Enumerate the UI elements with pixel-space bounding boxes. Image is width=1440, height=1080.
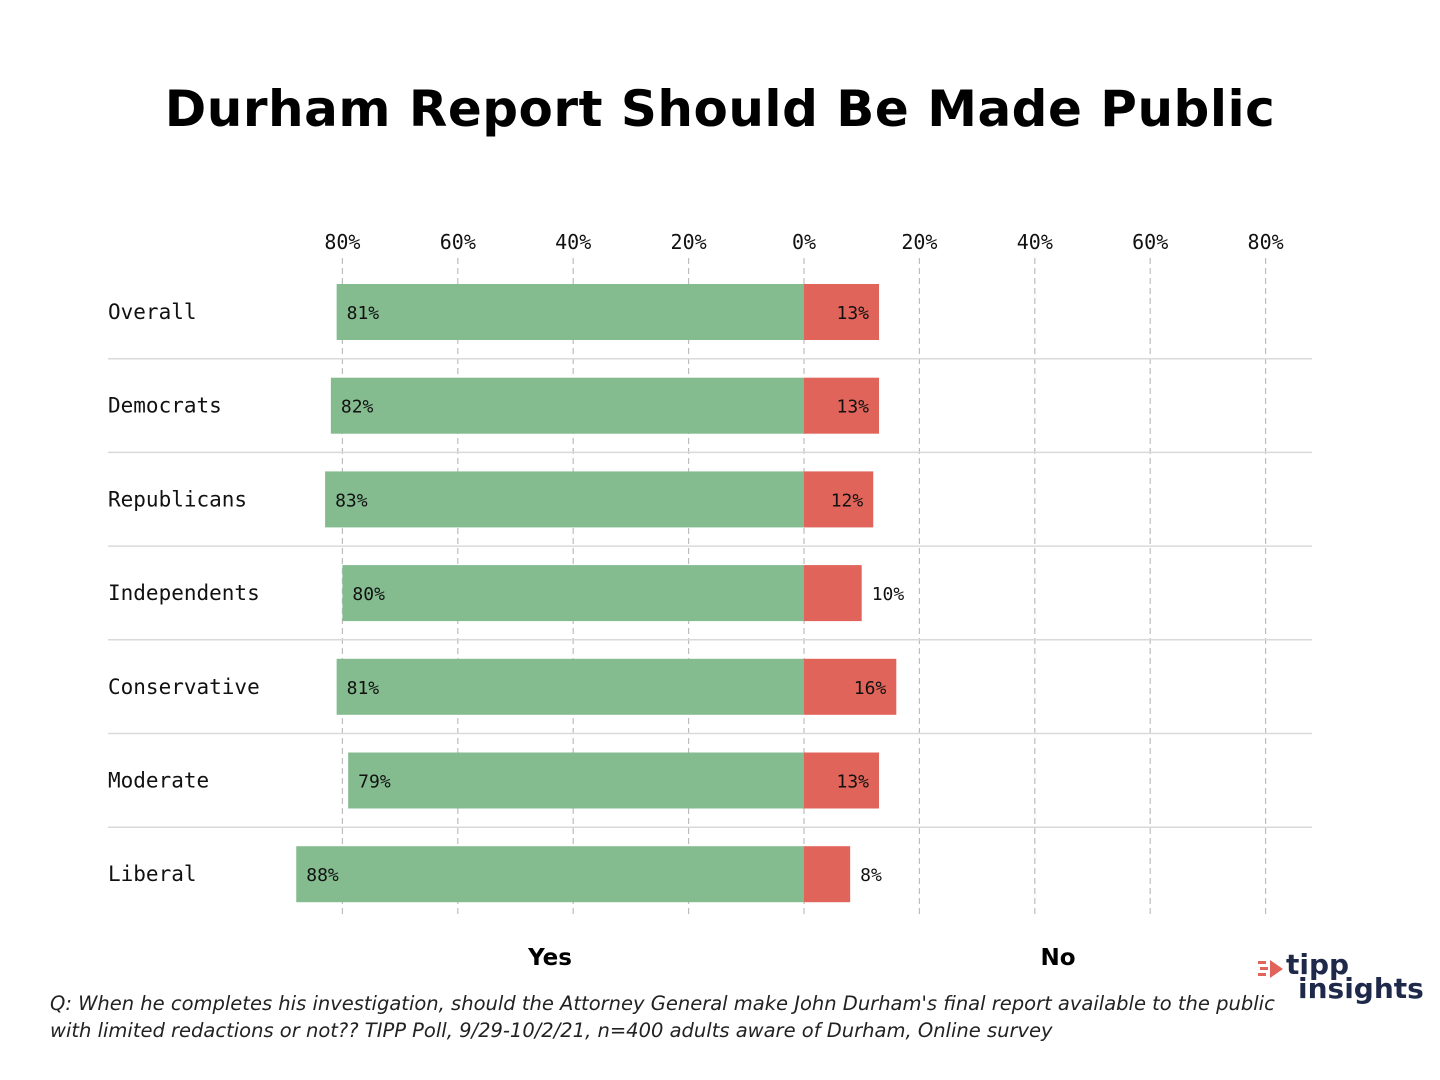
tick-label-5: 20% [901,230,937,254]
yes-value-label-5: 79% [358,772,391,793]
no-value-label-5: 13% [836,772,869,793]
category-label-3: Independents [108,581,260,605]
yes-value-label-1: 82% [341,397,374,418]
tick-label-7: 60% [1132,230,1168,254]
yes-bar-3 [342,565,804,622]
no-bar-2 [804,471,874,528]
tick-label-2: 40% [555,230,591,254]
yes-axis-label: Yes [527,945,572,971]
no-value-label-1: 13% [836,397,869,418]
no-bar-5 [804,752,880,809]
no-value-label-3: 10% [872,584,905,605]
yes-bar-6 [296,846,804,903]
no-value-label-0: 13% [836,303,869,324]
tick-label-6: 40% [1017,230,1053,254]
category-label-6: Liberal [108,862,197,886]
tick-label-3: 20% [671,230,707,254]
category-label-2: Republicans [108,487,247,511]
yes-value-label-6: 88% [306,865,339,886]
footnote-line-2: with limited redactions or not?? TIPP Po… [50,1019,1053,1042]
tick-label-4: 0% [792,230,816,254]
logo-mark-icon [1258,960,1283,978]
tick-label-1: 60% [440,230,476,254]
tick-label-0: 80% [324,230,360,254]
yes-value-label-0: 81% [347,303,380,324]
no-axis-label: No [1040,945,1075,971]
yes-value-label-4: 81% [347,678,380,699]
yes-bar-2 [325,471,804,528]
no-bar-6 [804,846,851,903]
logo-text-bottom: insights [1298,972,1424,1005]
category-label-1: Democrats [108,394,222,418]
no-value-label-4: 16% [854,678,887,699]
footnote: Q: When he completes his investigation, … [50,990,1290,1044]
no-value-label-2: 12% [831,490,864,511]
no-value-label-6: 8% [860,865,882,886]
yes-bar-4 [336,658,804,715]
category-label-0: Overall [108,300,197,324]
yes-bar-0 [336,284,804,340]
category-label-4: Conservative [108,675,260,699]
no-bar-3 [804,565,862,622]
chart-title: Durham Report Should Be Made Public [164,80,1276,138]
yes-value-label-3: 80% [352,584,385,605]
yes-bar-1 [330,377,804,434]
logo-text-top: tipp [1286,948,1350,981]
category-label-5: Moderate [108,769,209,793]
no-bar-0 [804,284,880,340]
no-bar-4 [804,658,897,715]
yes-bar-5 [348,752,804,809]
yes-value-label-2: 83% [335,490,368,511]
footnote-line-1: Q: When he completes his investigation, … [50,992,1275,1015]
tick-label-8: 80% [1248,230,1284,254]
no-bar-1 [804,377,880,434]
tipp-insights-logo: tipp insights [1258,948,1424,1006]
